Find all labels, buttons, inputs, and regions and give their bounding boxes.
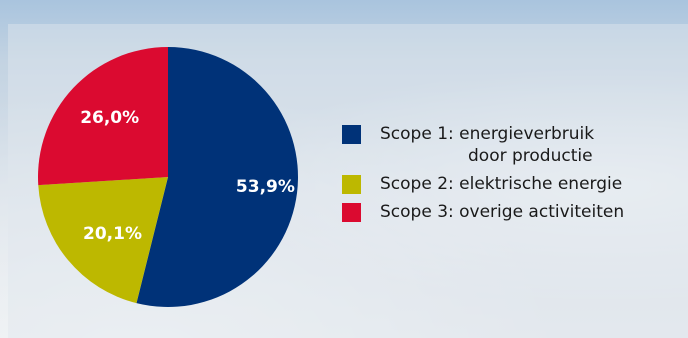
- pie-label-scope-1: 53,9%: [236, 177, 295, 197]
- legend-label-scope-3: Scope 3: overige activiteiten: [380, 202, 625, 222]
- legend: Scope 1: energieverbruik door productie …: [342, 123, 682, 229]
- legend-item-scope-3: Scope 3: overige activiteiten: [342, 201, 682, 223]
- legend-label-scope-1: Scope 1: energieverbruik: [380, 124, 595, 144]
- pie-label-scope-2: 20,1%: [83, 224, 142, 244]
- pie-slice-scope-3: [38, 47, 168, 186]
- pie-label-scope-3: 26,0%: [80, 108, 139, 128]
- pie-slice-scope-2: [38, 177, 168, 304]
- legend-swatch-scope-2: [342, 175, 361, 194]
- legend-swatch-scope-1: [342, 125, 361, 144]
- legend-item-scope-1: Scope 1: energieverbruik door productie: [342, 123, 682, 167]
- legend-label-scope-1-line-2: door productie: [468, 146, 593, 166]
- legend-label-scope-2: Scope 2: elektrische energie: [380, 174, 623, 194]
- legend-swatch-scope-3: [342, 203, 361, 222]
- legend-item-scope-2: Scope 2: elektrische energie: [342, 173, 682, 195]
- pie-slice-scope-1: [136, 47, 298, 308]
